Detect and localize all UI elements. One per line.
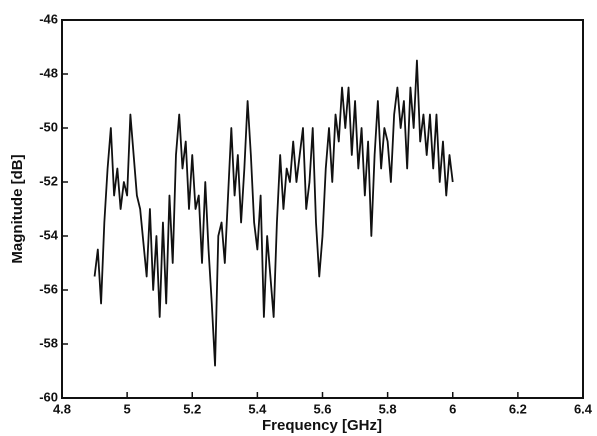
x-axis-title: Frequency [GHz] xyxy=(262,417,382,434)
x-tick-label: 4.8 xyxy=(53,401,71,416)
y-axis-title: Magnitude [dB] xyxy=(9,154,26,263)
x-tick-label: 5.2 xyxy=(183,401,201,416)
y-tick-label: -54 xyxy=(39,227,59,242)
data-line xyxy=(93,59,454,367)
x-tick-label: 5.4 xyxy=(248,401,267,416)
y-tick-label: -60 xyxy=(39,389,58,404)
y-tick-label: -46 xyxy=(39,11,58,26)
x-tick-label: 5 xyxy=(124,401,131,416)
y-tick-label: -50 xyxy=(39,119,58,134)
y-tick-label: -58 xyxy=(39,335,58,350)
x-tick-label: 6.2 xyxy=(509,401,527,416)
x-tick-label: 6.4 xyxy=(574,401,593,416)
x-tick-label: 6 xyxy=(449,401,456,416)
x-tick-label: 5.8 xyxy=(379,401,397,416)
y-tick-label: -56 xyxy=(39,281,58,296)
y-tick-label: -52 xyxy=(39,173,58,188)
x-tick-label: 5.6 xyxy=(313,401,331,416)
y-tick-label: -48 xyxy=(39,65,58,80)
